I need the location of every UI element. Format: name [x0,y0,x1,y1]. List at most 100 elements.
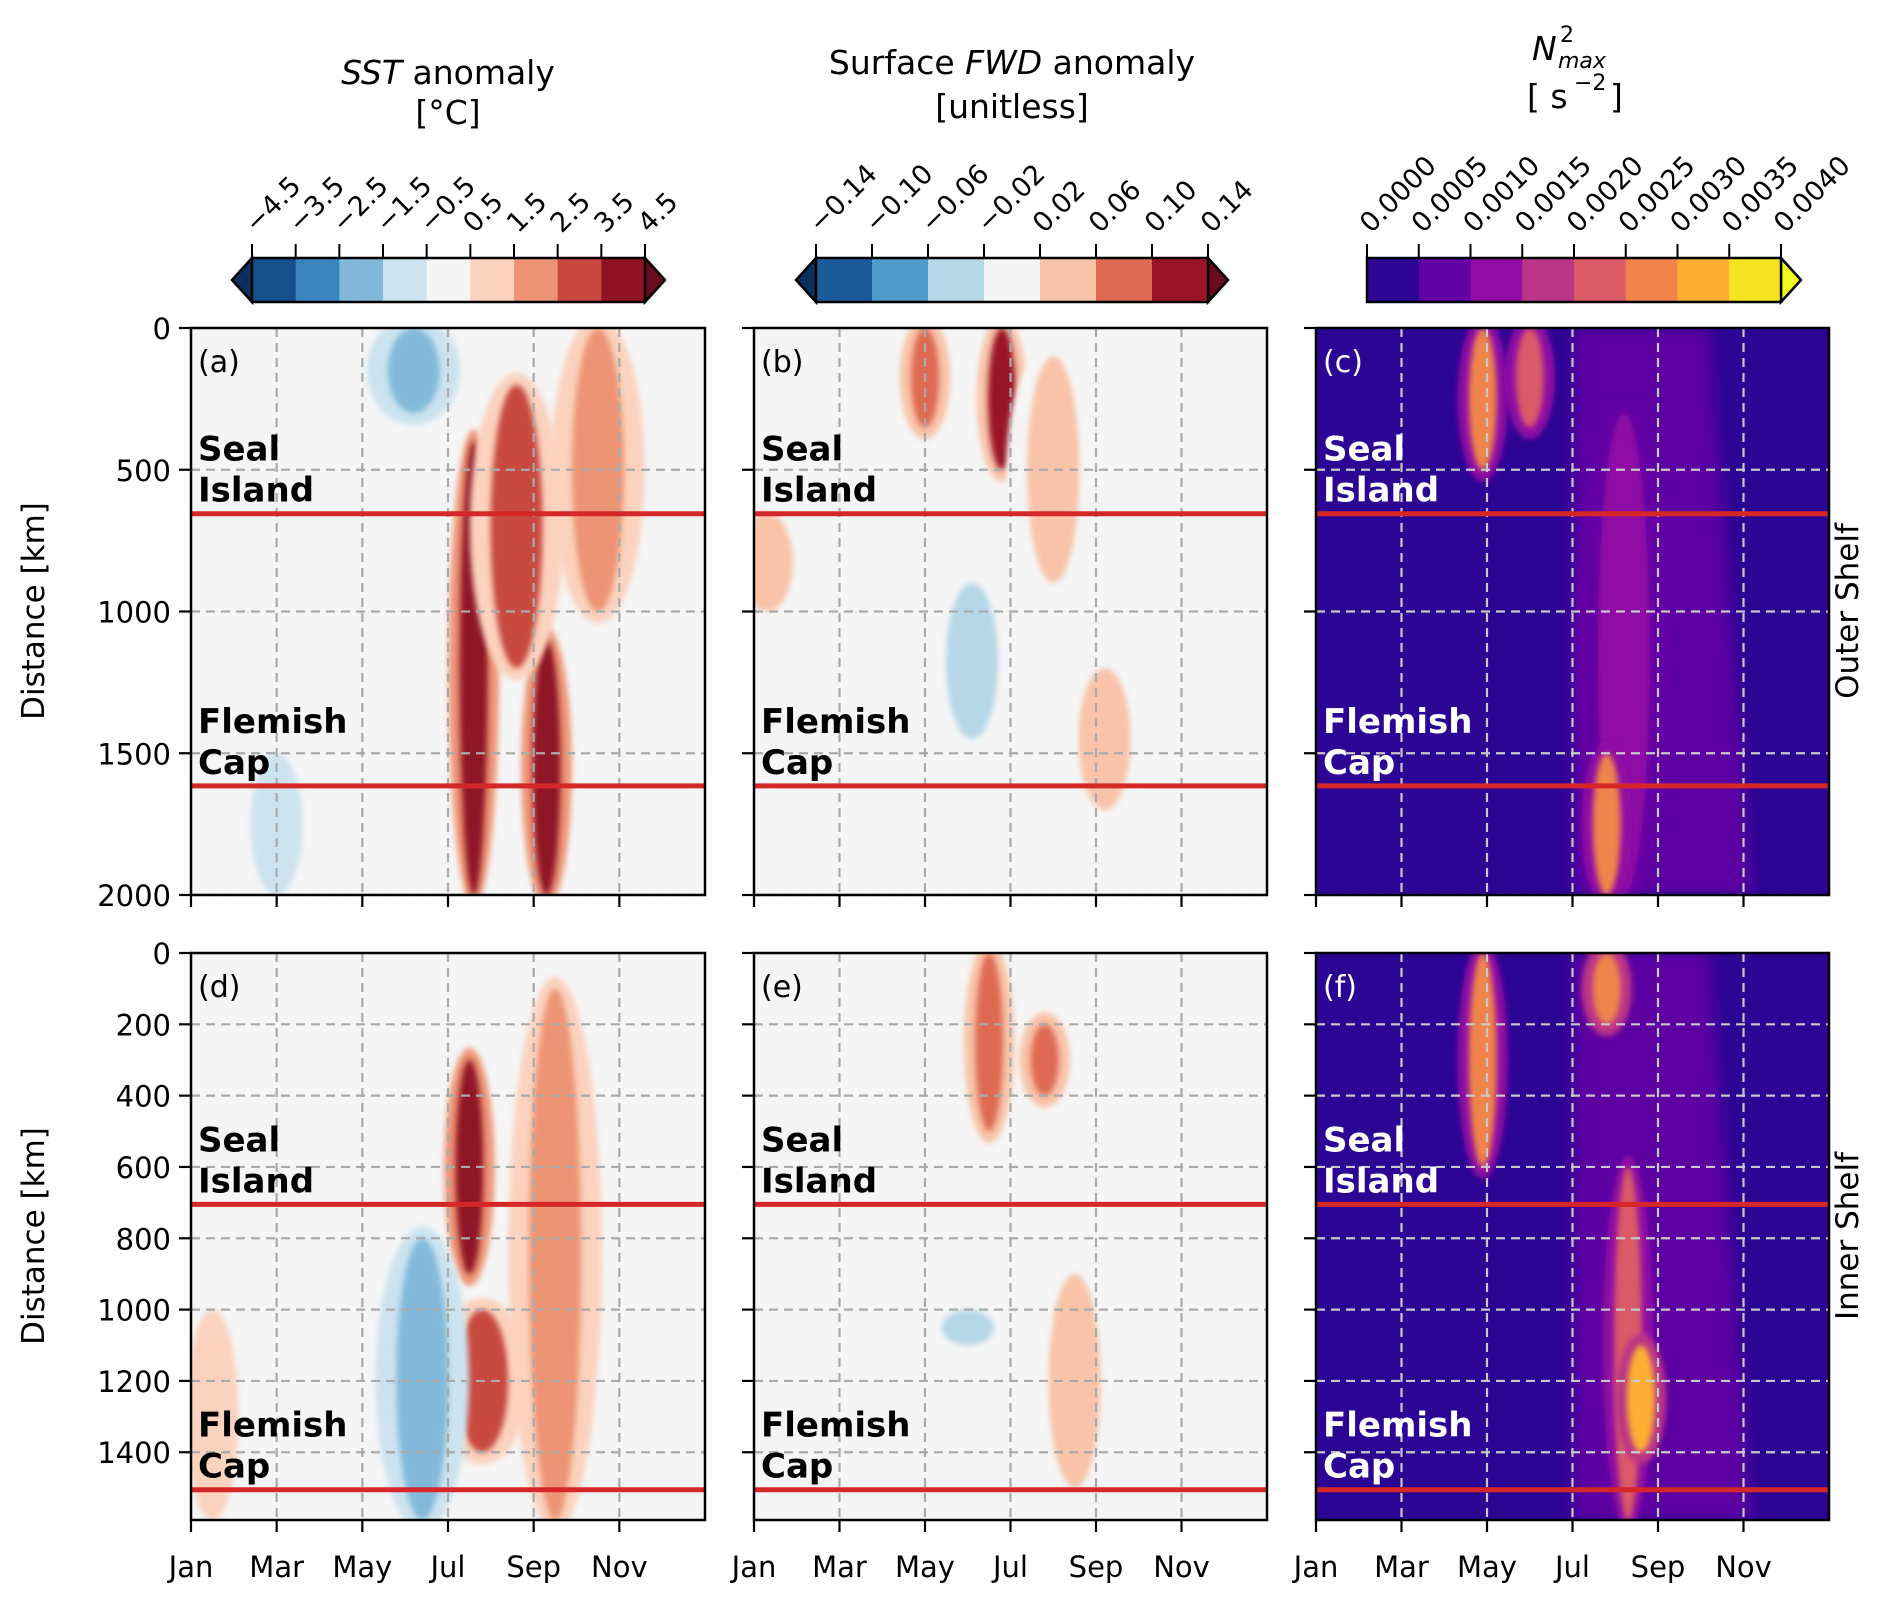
colorbar-segment [557,258,602,302]
colorbar-tick-label: 1.5 [501,187,553,239]
contour-feature [387,328,440,414]
colorbar-extend-low [230,254,254,306]
colorbar-segment [816,258,873,302]
marker-label: Seal [1323,430,1405,470]
y-tick-label: 1500 [97,737,171,771]
colorbar-2-units: [unitless] [935,87,1089,126]
colorbar-segment [1729,258,1782,302]
colorbar-segment [928,258,985,302]
contour-feature [191,1309,239,1520]
colorbar-3-title: N 2 max [1532,23,1607,74]
row-label-outer-shelf: Outer Shelf [1830,522,1866,699]
marker-label: Island [1323,471,1439,511]
contour-feature [1626,1345,1655,1453]
colorbar-extend-low [794,254,818,306]
contour-feature [1468,953,1497,1167]
colorbar-segment [1040,258,1097,302]
n2-symbol: N [1532,29,1557,68]
colorbar-extend-high [643,254,667,306]
colorbar-tick-label: 0.10 [1139,175,1203,239]
colorbar-segment [1625,258,1679,302]
x-tick-label: Jul [991,1550,1028,1584]
marker-label: Seal [761,1120,843,1160]
units-post: ] [1610,77,1623,116]
marker-label: Seal [198,430,280,470]
panel-letter: (e) [761,970,803,1005]
marker-label: Flemish [198,1406,347,1446]
panel-letter: (d) [198,970,240,1005]
y-tick-label: 500 [116,454,171,488]
colorbar-tick-label: 3.5 [588,187,640,239]
contour-feature [1592,753,1621,895]
contour-feature [1592,953,1621,1025]
colorbar-segment [426,258,471,302]
panel-letter: (a) [198,345,240,380]
colorbar-3-units: [ s −2 ] [1527,71,1623,116]
contour-feature [490,384,543,669]
colorbar-segment [1677,258,1730,302]
colorbar-segment [1152,258,1209,302]
y-tick-label: 1000 [97,1294,171,1328]
marker-label: Cap [198,1447,270,1487]
colorbar-tick-label: 4.5 [632,187,684,239]
contour-field [191,976,602,1520]
colorbar-segment [295,258,340,302]
x-tick-label: Sep [1631,1550,1686,1584]
marker-label: Island [761,1161,877,1201]
x-tick-label: May [332,1550,392,1584]
colorbars: −4.5−3.5−2.5−1.5−0.50.51.52.53.54.5 −0.14… [230,150,1857,306]
y-tick-label: 200 [116,1008,171,1042]
x-tick-label: Sep [506,1550,561,1584]
contour-feature [754,512,793,612]
y-tick-label: 0 [153,312,171,346]
colorbar-extend-high [1779,254,1803,306]
marker-label: Seal [198,1120,280,1160]
colorbar-2-title: Surface FWD anomaly [829,43,1195,82]
marker-label: Flemish [198,702,347,742]
marker-label: Cap [761,1447,833,1487]
colorbar-segment [514,258,559,302]
marker-label: Flemish [761,702,910,742]
marker-label: Cap [1323,1447,1395,1487]
contour-feature [1515,328,1544,428]
contour-feature [396,1238,449,1520]
y-tick-label: 800 [116,1222,171,1256]
n2-subscript: max [1558,49,1607,74]
colorbar-segment [383,258,428,302]
x-tick-label: Mar [1374,1550,1429,1584]
contour-feature [1030,1024,1059,1096]
marker-label: Flemish [761,1406,910,1446]
contour-feature [1468,328,1497,470]
marker-label: Cap [1323,743,1395,783]
x-tick-label: Jan [1292,1550,1339,1584]
marker-label: Seal [1323,1120,1405,1160]
colorbar-segment [1574,258,1627,302]
marker-label: Flemish [1323,702,1472,742]
ylabel-bottom: Distance [km] [16,1127,52,1345]
marker-label: Cap [198,743,270,783]
x-tick-label: Nov [1715,1550,1772,1584]
marker-label: Island [761,471,877,511]
colorbar-segment [1522,258,1575,302]
row-label-inner-shelf: Inner Shelf [1830,1151,1866,1320]
contour-feature [941,1309,994,1346]
x-tick-label: Jan [167,1550,214,1584]
colorbar-2: −0.14−0.10−0.06−0.020.020.060.100.14 [794,159,1259,306]
x-tick-label: Mar [812,1550,867,1584]
colorbar-segment [601,258,646,302]
x-tick-label: May [895,1550,955,1584]
colorbar-outline [814,256,1210,304]
panel-letter: (b) [761,345,803,380]
marker-label: Island [198,1161,314,1201]
contour-feature [946,583,999,740]
colorbar-segment [1418,258,1472,302]
y-tick-label: 0 [153,937,171,971]
n2-superscript: 2 [1560,23,1574,48]
y-tick-label: 1200 [97,1365,171,1399]
colorbar-segment [1367,258,1420,302]
